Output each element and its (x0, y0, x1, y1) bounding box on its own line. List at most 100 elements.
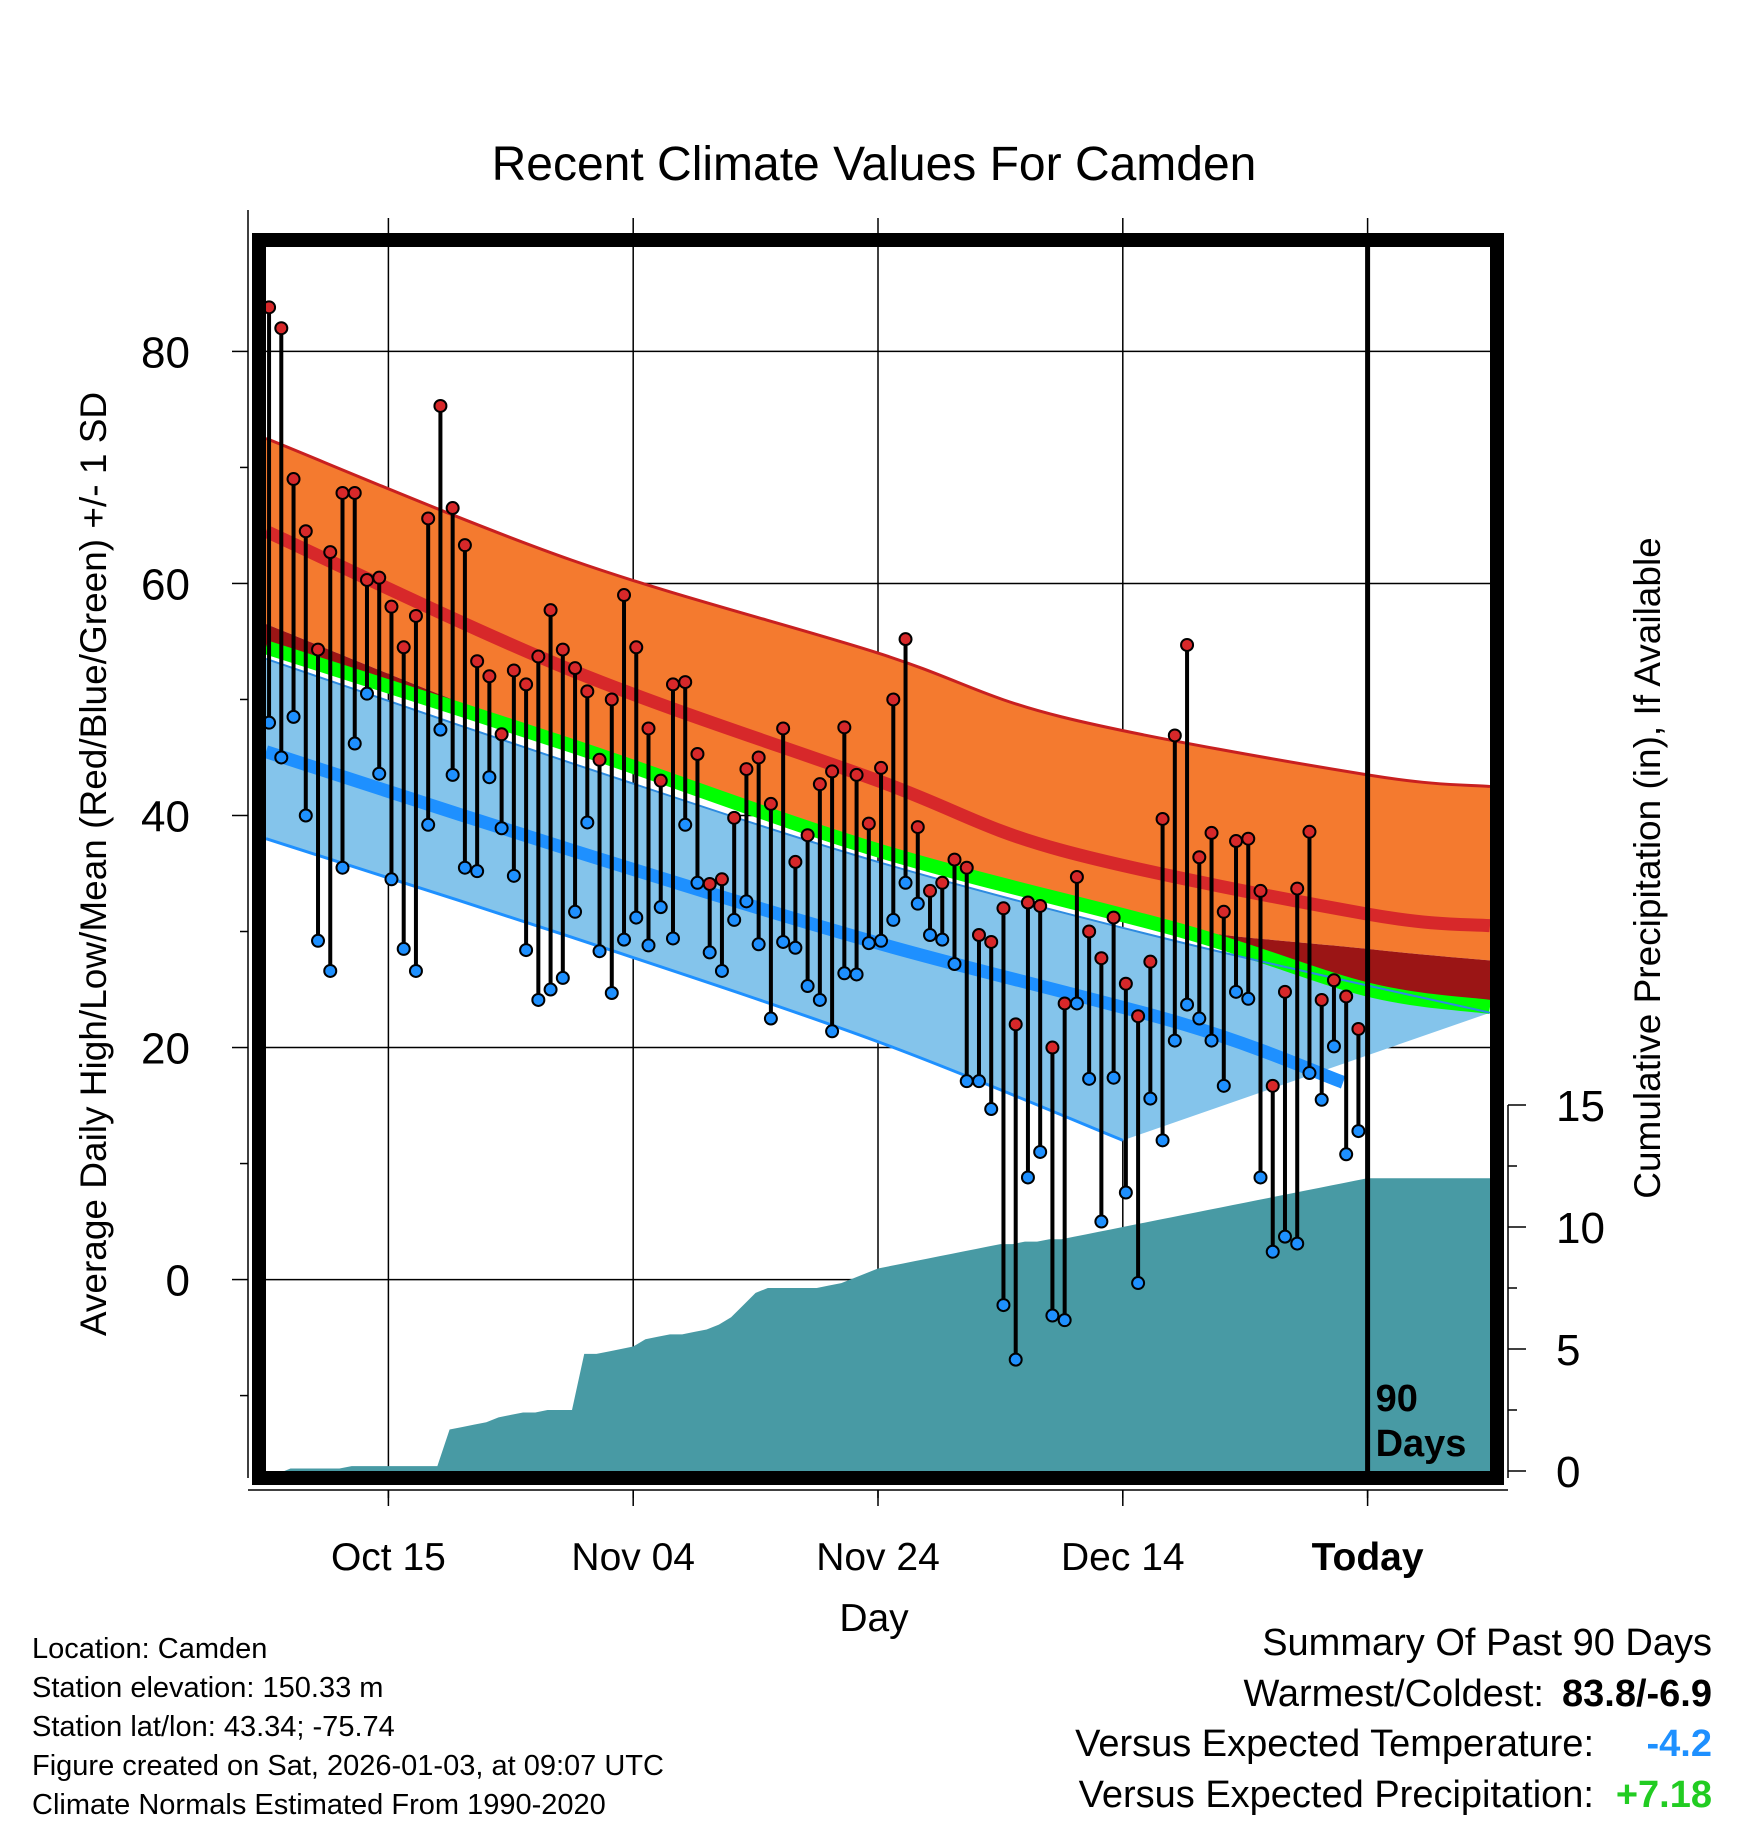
day-low-point-19 (494, 821, 509, 836)
day-high-point-25 (568, 661, 583, 676)
warmest-coldest-value: 83.8/-6.9 (1562, 1673, 1712, 1715)
day-low-point-75 (1180, 997, 1195, 1012)
day-low-point-4 (311, 933, 326, 948)
day-low-point-31 (641, 938, 656, 953)
daily-temperature-series (266, 300, 1366, 1367)
day-low-point-65 (1057, 1313, 1072, 1328)
day-low-point-40 (751, 937, 766, 952)
day-low-point-55 (935, 932, 950, 947)
day-low-point-82 (1265, 1244, 1280, 1259)
day-high-point-40 (751, 750, 766, 765)
y-tick-label-1: 20 (141, 1025, 190, 1074)
day-high-point-9 (372, 570, 387, 585)
day-low-point-9 (372, 766, 387, 781)
day-high-point-69 (1106, 910, 1121, 925)
normal-low-line (266, 745, 1346, 1089)
day-high-point-33 (665, 677, 680, 692)
day-high-point-37 (714, 872, 729, 887)
day-low-point-71 (1131, 1276, 1146, 1291)
day-low-point-37 (714, 963, 729, 978)
day-low-point-46 (825, 1024, 840, 1039)
day-low-point-80 (1241, 991, 1256, 1006)
day-high-point-17 (470, 654, 485, 669)
day-low-point-66 (1069, 996, 1084, 1011)
day-high-point-52 (898, 632, 913, 647)
day-low-point-34 (678, 817, 693, 832)
day-low-point-23 (543, 982, 558, 997)
day-low-point-76 (1192, 1011, 1207, 1026)
day-low-point-72 (1143, 1091, 1158, 1106)
day-high-point-21 (519, 677, 534, 692)
day-high-point-46 (825, 764, 840, 779)
day-high-point-41 (763, 796, 778, 811)
day-low-point-54 (923, 927, 938, 942)
plot-area (266, 247, 1490, 1471)
day-low-point-29 (617, 932, 632, 947)
precip-departure-row: Versus Expected Precipitation: +7.18 (1079, 1774, 1712, 1817)
today-days-label-bottom: Days (1376, 1423, 1467, 1465)
day-low-point-16 (457, 860, 472, 875)
day-low-point-61 (1008, 1352, 1023, 1367)
day-low-point-79 (1229, 984, 1244, 999)
day-low-point-52 (898, 875, 913, 890)
day-low-point-1 (274, 750, 289, 765)
day-low-point-86 (1314, 1092, 1329, 1107)
day-high-point-58 (971, 927, 986, 942)
y2-tick-label-3: 15 (1556, 1082, 1605, 1131)
day-low-point-60 (996, 1298, 1011, 1313)
warmest-coldest-label: Warmest/Coldest: (1243, 1673, 1544, 1715)
day-high-point-35 (690, 747, 705, 762)
day-high-point-26 (580, 684, 595, 699)
day-high-point-56 (947, 852, 962, 867)
day-high-point-82 (1265, 1078, 1280, 1093)
day-high-point-29 (617, 588, 632, 603)
day-high-point-70 (1118, 976, 1133, 991)
day-high-point-12 (408, 608, 423, 623)
day-high-point-57 (959, 860, 974, 875)
day-low-point-68 (1094, 1214, 1109, 1229)
day-high-point-6 (335, 485, 350, 500)
y2-tick-label-1: 5 (1556, 1326, 1580, 1375)
day-high-point-0 (266, 300, 277, 315)
day-high-point-77 (1204, 825, 1219, 840)
day-low-point-45 (812, 992, 827, 1007)
day-high-point-7 (347, 485, 362, 500)
day-high-point-66 (1069, 869, 1084, 884)
day-low-point-38 (727, 912, 742, 927)
day-high-point-71 (1131, 1009, 1146, 1024)
day-high-point-20 (506, 663, 521, 678)
day-low-point-74 (1167, 1033, 1182, 1048)
day-low-point-88 (1339, 1147, 1354, 1162)
temp-departure-row: Versus Expected Temperature: -4.2 (1075, 1723, 1712, 1766)
day-low-point-59 (984, 1102, 999, 1117)
day-high-point-86 (1314, 992, 1329, 1007)
elevation-text: Station elevation: 150.33 m (32, 1672, 384, 1704)
day-high-point-44 (800, 828, 815, 843)
day-low-point-73 (1155, 1133, 1170, 1148)
axes: 0 20 40 60 80 0 5 10 15 Oct 15 Nov 04 Nov 24 Dec 14 T… (141, 210, 1605, 1579)
day-high-point-60 (996, 901, 1011, 916)
day-low-point-3 (298, 808, 313, 823)
x-tick-label-4: Today (1312, 1536, 1424, 1579)
day-low-point-63 (1033, 1144, 1048, 1159)
day-low-point-42 (776, 934, 791, 949)
day-high-point-62 (1020, 895, 1035, 910)
location-text: Location: Camden (32, 1633, 268, 1665)
day-low-point-36 (702, 945, 717, 960)
day-low-point-67 (1082, 1071, 1097, 1086)
normal-high-band (266, 438, 1490, 961)
latlon-text: Station lat/lon: 43.34; -75.74 (32, 1711, 395, 1743)
normals-text: Climate Normals Estimated From 1990-2020 (32, 1789, 606, 1821)
today-days-label-top: 90 (1376, 1378, 1418, 1420)
day-low-point-18 (482, 770, 497, 785)
day-high-point-80 (1241, 831, 1256, 846)
day-low-point-78 (1216, 1078, 1231, 1093)
created-text: Figure created on Sat, 2026-01-03, at 09… (32, 1750, 664, 1782)
day-high-point-32 (653, 773, 668, 788)
y-tick-label-0: 0 (166, 1257, 190, 1306)
day-low-point-20 (506, 868, 521, 883)
day-low-point-2 (286, 709, 301, 724)
day-low-point-25 (568, 904, 583, 919)
